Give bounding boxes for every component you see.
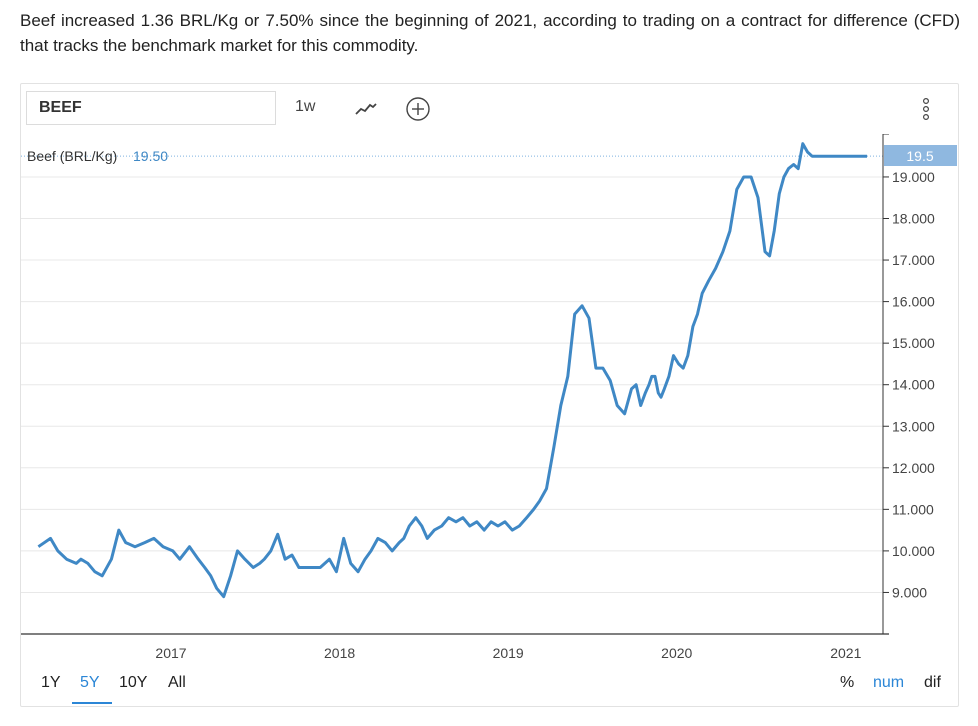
x-tick-label: 2021 bbox=[830, 645, 861, 661]
y-tick-label: 12.000 bbox=[892, 460, 935, 476]
legend: Beef (BRL/Kg) 19.50 bbox=[27, 148, 168, 164]
y-tick-label: 19.000 bbox=[892, 169, 935, 185]
range-10y[interactable]: 10Y bbox=[119, 674, 148, 691]
price-chart[interactable]: 9.000 10.000 11.000 12.000 13.000 14.000 15.00… bbox=[21, 134, 958, 674]
symbol-input[interactable]: BEEF bbox=[26, 91, 276, 125]
range-bar: 1Y 5Y 10Y All % num dif bbox=[21, 674, 958, 704]
x-tick-label: 2017 bbox=[155, 645, 186, 661]
range-1y[interactable]: 1Y bbox=[41, 674, 61, 691]
series-line-beef bbox=[37, 142, 867, 599]
y-tick-label: 16.000 bbox=[892, 294, 935, 310]
y-tick-label: 18.000 bbox=[892, 211, 935, 227]
y-tick-label: 9.000 bbox=[892, 584, 927, 600]
intro-paragraph: Beef increased 1.36 BRL/Kg or 7.50% sinc… bbox=[20, 11, 960, 55]
chart-widget: BEEF 1w 9.000 10.000 11.000 12.000 13.000 14.… bbox=[20, 83, 959, 707]
y-tick-label: 15.000 bbox=[892, 335, 935, 351]
range-all[interactable]: All bbox=[168, 674, 186, 691]
mode-dif[interactable]: dif bbox=[924, 674, 941, 691]
series-layer bbox=[37, 142, 867, 599]
y-tick-label: 17.000 bbox=[892, 252, 935, 268]
price-badge-text: 19.5 bbox=[906, 148, 933, 164]
price-badge: 19.5 bbox=[884, 145, 957, 166]
y-tick-label: 10.000 bbox=[892, 543, 935, 559]
legend-label: Beef (BRL/Kg) bbox=[27, 148, 117, 164]
grid bbox=[21, 155, 883, 593]
mode-num[interactable]: num bbox=[873, 674, 905, 691]
active-range-indicator bbox=[72, 702, 112, 704]
x-tick-label: 2019 bbox=[493, 645, 524, 661]
chart-toolbar: BEEF 1w bbox=[21, 84, 958, 134]
legend-value: 19.50 bbox=[133, 148, 168, 164]
y-tick-label: 11.000 bbox=[892, 501, 934, 517]
interval-selector[interactable]: 1w bbox=[295, 98, 316, 115]
x-tick-label: 2020 bbox=[661, 645, 692, 661]
vertical-dots-icon[interactable] bbox=[920, 97, 932, 123]
mode-percent[interactable]: % bbox=[840, 674, 855, 691]
y-tick-label: 14.000 bbox=[892, 377, 935, 393]
line-chart-icon[interactable] bbox=[353, 96, 379, 122]
range-5y[interactable]: 5Y bbox=[80, 674, 100, 691]
y-tick-label: 13.000 bbox=[892, 418, 935, 434]
x-tick-label: 2018 bbox=[324, 645, 355, 661]
plus-circle-icon[interactable] bbox=[405, 96, 431, 122]
axes: 9.000 10.000 11.000 12.000 13.000 14.000 15.00… bbox=[21, 134, 935, 661]
